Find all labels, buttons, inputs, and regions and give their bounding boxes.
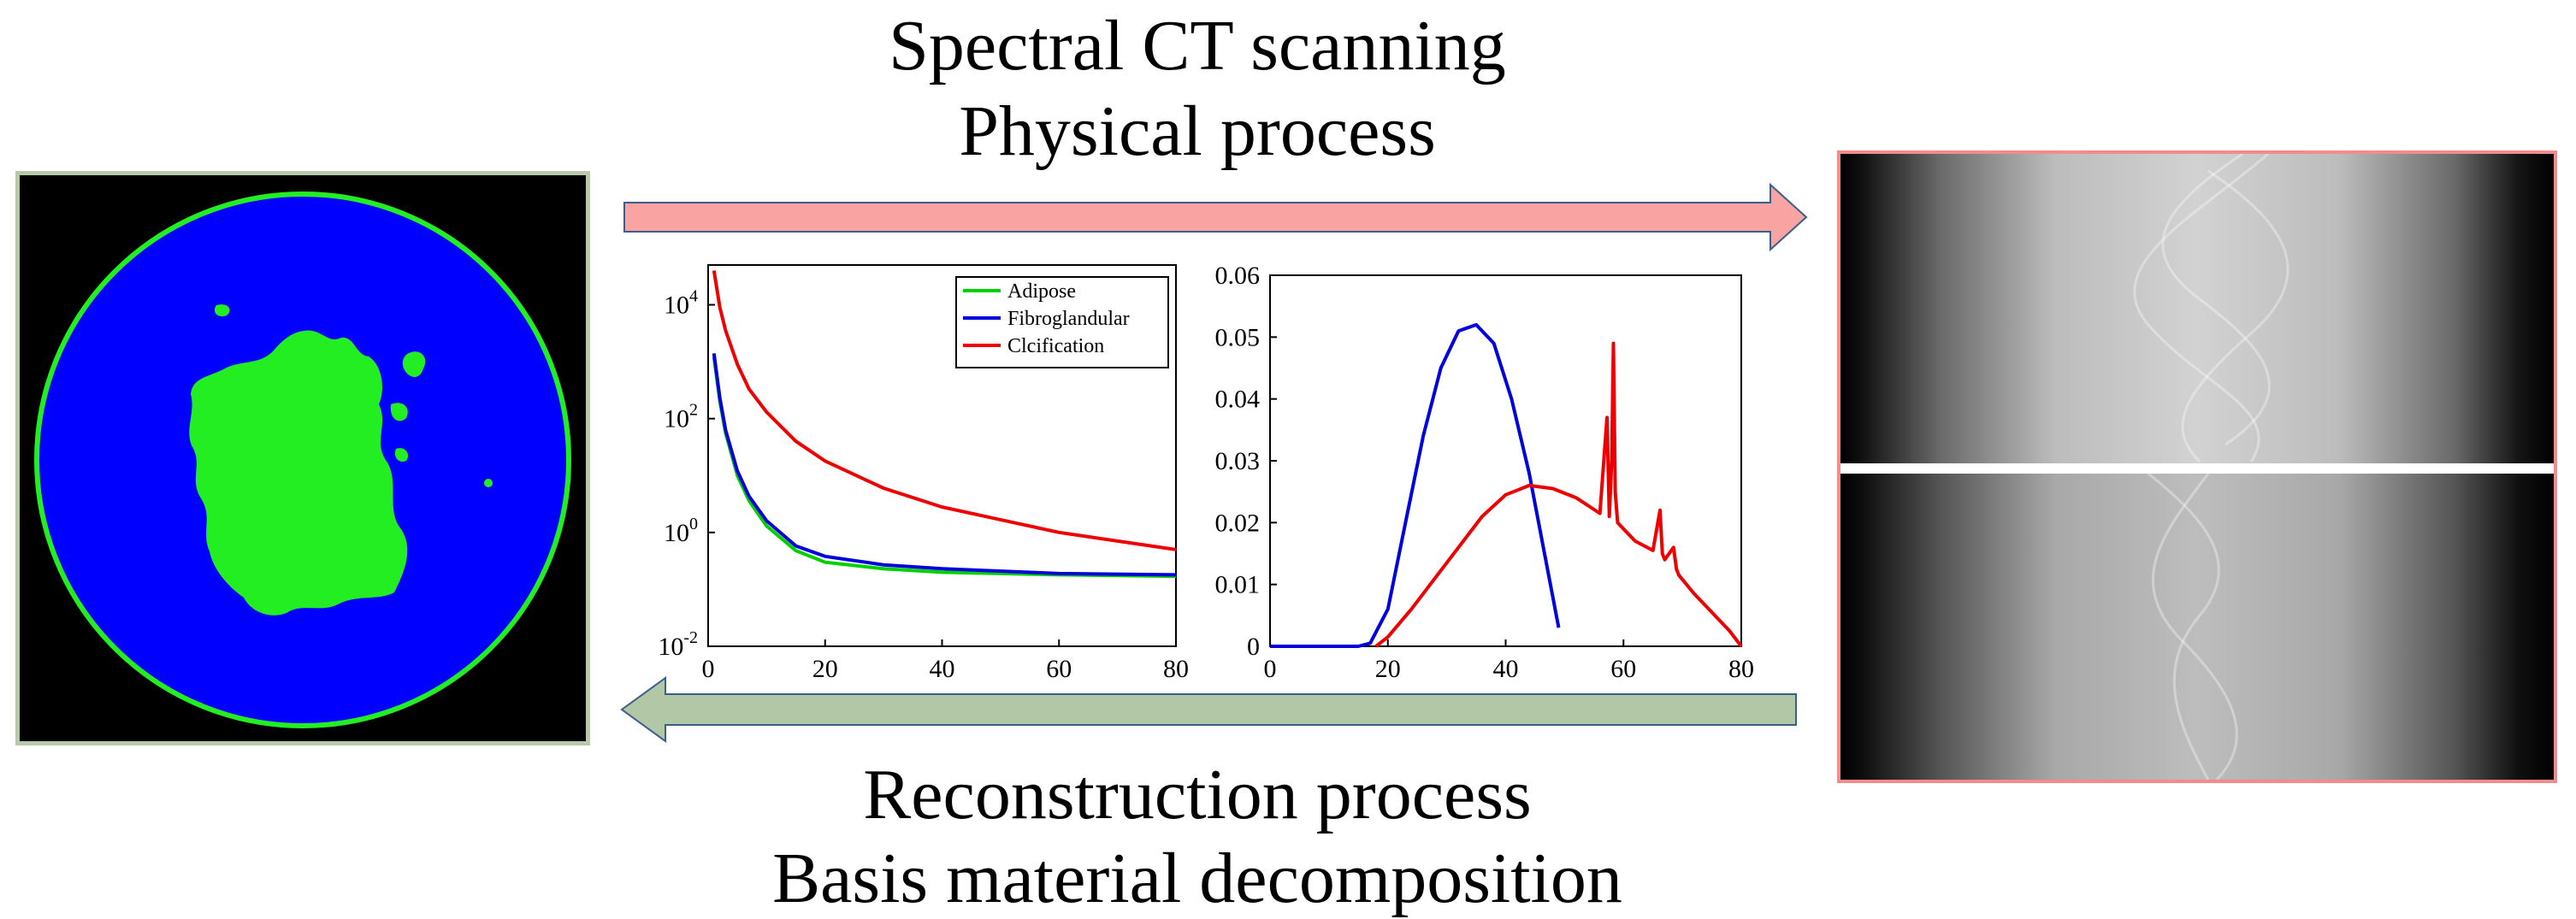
y-tick-label: 104 xyxy=(664,287,698,320)
x-tick-label: 20 xyxy=(1375,655,1401,683)
series-line-fibroglandular xyxy=(712,353,1176,577)
x-tick-label: 80 xyxy=(1163,655,1189,683)
y-tick-label: 0 xyxy=(1247,633,1260,661)
tissue-island xyxy=(394,448,409,462)
x-tick-label: 80 xyxy=(1728,655,1754,683)
sinogram-traces xyxy=(2133,154,2289,780)
sinogram-lower-half xyxy=(1840,474,2554,780)
x-tick-label: 40 xyxy=(930,655,955,683)
tissue-island xyxy=(402,351,426,377)
x-tick-label: 60 xyxy=(1610,655,1636,683)
y-tick-label: 0.04 xyxy=(1215,386,1261,414)
fibroglandular-tissue-region xyxy=(189,330,408,616)
series-line-clcification xyxy=(712,270,1176,551)
legend-label: Fibroglandular xyxy=(1007,308,1130,330)
x-tick-label: 20 xyxy=(812,655,838,683)
top-title-line2: Physical process xyxy=(959,91,1436,171)
forward-arrow xyxy=(623,182,1808,252)
tissue-island xyxy=(390,403,408,421)
x-tick-label: 60 xyxy=(1046,655,1072,683)
y-tick-label: 0.06 xyxy=(1215,262,1261,290)
x-tick-label: 0 xyxy=(702,655,715,683)
legend-label: Clcification xyxy=(1007,335,1104,357)
y-tick-label: 0.03 xyxy=(1215,447,1261,475)
y-tick-label: 10-2 xyxy=(658,628,698,661)
spectrum-2-line xyxy=(1374,341,1743,648)
spectrum-1-line xyxy=(1270,322,1561,648)
sinogram-separator xyxy=(1840,463,2554,474)
bottom-title-line1: Reconstruction process xyxy=(863,755,1532,834)
bottom-title-line2: Basis material decomposition xyxy=(772,839,1622,918)
y-tick-label: 0.05 xyxy=(1215,323,1261,351)
tissue-island xyxy=(214,304,230,317)
y-tick-label: 0.02 xyxy=(1215,509,1261,537)
x-tick-label: 40 xyxy=(1493,655,1519,683)
legend-label: Adipose xyxy=(1007,280,1076,303)
x-tick-label: 0 xyxy=(1264,655,1277,683)
tissue-speck xyxy=(484,479,493,487)
y-tick-label: 100 xyxy=(664,515,698,547)
y-tick-label: 102 xyxy=(664,401,698,433)
breast-phantom-image xyxy=(15,171,590,745)
sinogram-image xyxy=(1837,150,2557,783)
plot-frame xyxy=(1269,274,1742,647)
backward-arrow xyxy=(620,676,1797,743)
y-tick-label: 0.01 xyxy=(1215,571,1261,599)
sinogram-upper-half xyxy=(1840,154,2554,463)
top-title-line1: Spectral CT scanning xyxy=(889,6,1506,85)
